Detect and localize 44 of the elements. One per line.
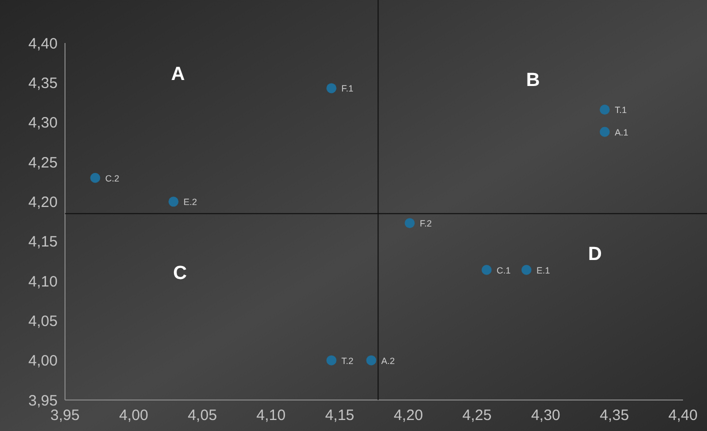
x-tick-label: 4,35 — [600, 407, 629, 424]
x-tick-label: 4,25 — [462, 407, 492, 424]
x-tick-label: 4,15 — [325, 407, 354, 424]
point — [404, 218, 415, 228]
x-tick-label: 4,00 — [119, 407, 148, 424]
series-label: C.2 — [105, 173, 120, 184]
annotation: A — [171, 64, 186, 85]
x-tick-label: 4,05 — [188, 407, 217, 424]
y-tick-label: 4,25 — [28, 154, 58, 172]
point — [600, 126, 610, 137]
y-tick-label: 4,10 — [28, 273, 58, 290]
series-label: A.1 — [614, 127, 628, 138]
point — [326, 355, 336, 366]
annotation: B — [526, 70, 540, 91]
x-tick-label: 4,30 — [531, 407, 560, 424]
y-tick-label: 4,05 — [28, 312, 58, 330]
series-label: C.1 — [496, 265, 511, 276]
series-label: T.1 — [614, 105, 627, 116]
point — [521, 264, 532, 275]
x-tick-label: 4,10 — [256, 407, 286, 424]
y-tick-label: 3,95 — [28, 392, 58, 410]
y-tick-label: 4,20 — [28, 194, 58, 211]
x-tick-label: 3,95 — [50, 407, 80, 424]
annotation: C — [173, 263, 188, 284]
y-tick-label: 4,00 — [28, 352, 58, 370]
point — [600, 104, 610, 115]
series-label: F.2 — [420, 218, 432, 229]
y-tick-label: 4,30 — [28, 114, 58, 132]
x-tick-label: 4,20 — [394, 407, 423, 424]
point — [482, 264, 492, 275]
y-tick-label: 4,40 — [28, 35, 58, 52]
series-label: F.1 — [341, 84, 354, 94]
point — [326, 83, 336, 94]
y-tick-label: 4,35 — [28, 74, 58, 92]
point — [90, 172, 100, 183]
point — [366, 355, 376, 366]
series-label: E.1 — [536, 265, 550, 276]
x-tick-label: 4,40 — [668, 407, 698, 424]
series-label: E.2 — [183, 197, 198, 208]
y-tick-label: 4,15 — [28, 234, 58, 251]
point — [168, 196, 178, 207]
annotation: D — [588, 244, 602, 265]
series-label: A.2 — [381, 356, 395, 366]
series-label: T.2 — [341, 356, 354, 366]
